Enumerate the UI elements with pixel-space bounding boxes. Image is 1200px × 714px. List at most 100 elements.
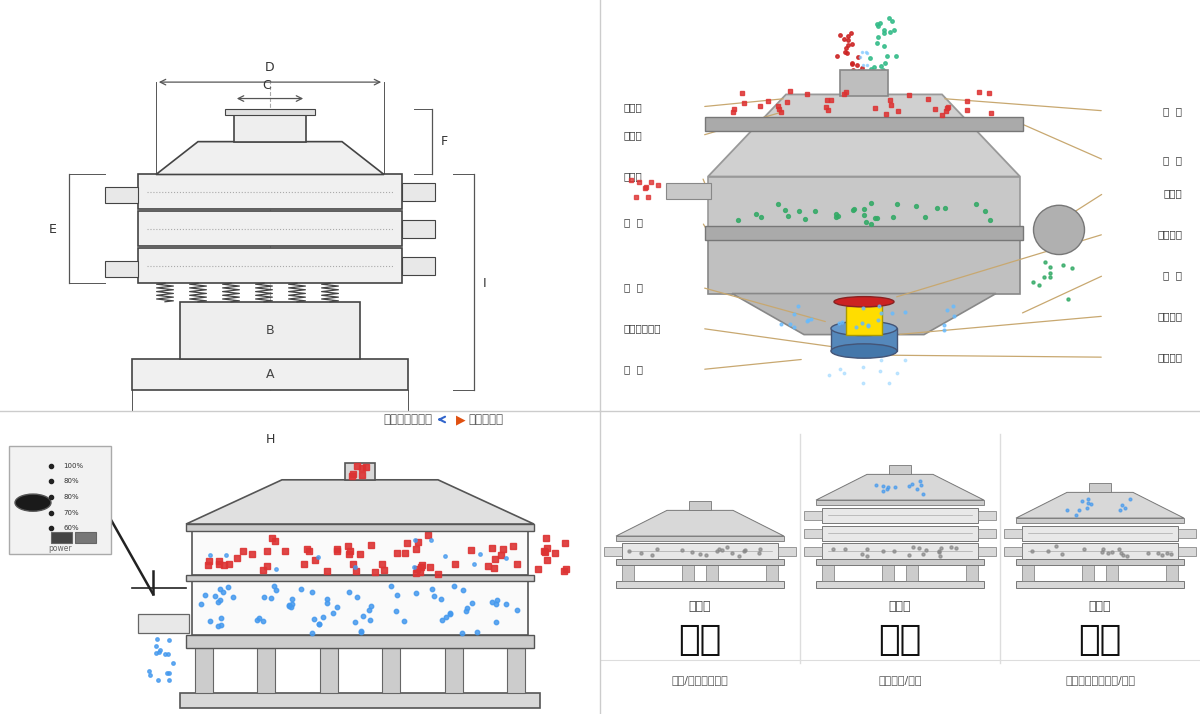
Bar	[966, 565, 978, 581]
Text: 加重块: 加重块	[1163, 188, 1182, 198]
Bar	[822, 565, 834, 581]
Text: ▶: ▶	[456, 413, 466, 426]
Bar	[708, 176, 1020, 234]
Text: 80%: 80%	[64, 494, 79, 500]
Text: D: D	[265, 61, 275, 74]
Bar	[978, 511, 996, 520]
Polygon shape	[1016, 493, 1184, 518]
Bar	[616, 536, 784, 541]
Text: 进料口: 进料口	[624, 101, 643, 112]
Bar	[1106, 565, 1118, 581]
Bar	[1166, 565, 1178, 581]
Bar	[226, 109, 314, 115]
Bar	[1090, 483, 1111, 493]
Bar	[402, 183, 436, 201]
Text: 80%: 80%	[64, 478, 79, 484]
Polygon shape	[616, 511, 784, 536]
Text: 结构示意图: 结构示意图	[468, 413, 503, 426]
Text: 双层式: 双层式	[1088, 600, 1111, 613]
Circle shape	[14, 494, 50, 511]
Bar	[840, 70, 888, 96]
Bar	[822, 508, 978, 523]
Text: A: A	[265, 368, 275, 381]
Text: 除杂: 除杂	[1079, 623, 1122, 657]
Text: 振动电机: 振动电机	[1157, 311, 1182, 321]
Bar	[622, 543, 778, 559]
Bar	[846, 306, 882, 335]
Bar	[1022, 526, 1178, 541]
Bar	[508, 648, 526, 693]
Bar	[138, 211, 402, 246]
Bar	[194, 648, 214, 693]
Text: 束  环: 束 环	[624, 216, 643, 227]
Bar	[816, 500, 984, 506]
Bar	[138, 174, 402, 209]
Text: 三层式: 三层式	[889, 600, 911, 613]
Text: 去除异物/结块: 去除异物/结块	[878, 675, 922, 685]
Bar	[616, 559, 784, 565]
Bar	[257, 648, 276, 693]
Bar	[706, 565, 718, 581]
Bar	[186, 524, 534, 531]
Bar	[138, 614, 188, 633]
Bar	[708, 240, 1020, 293]
Bar	[180, 302, 360, 359]
Bar	[1016, 559, 1184, 565]
Text: 筛  盘: 筛 盘	[1163, 270, 1182, 280]
Bar	[52, 532, 72, 543]
Bar	[706, 226, 1022, 240]
Bar	[1004, 547, 1022, 556]
Text: 下部重锤: 下部重锤	[1157, 352, 1182, 362]
Bar	[822, 526, 978, 541]
Polygon shape	[156, 141, 384, 174]
Text: 过滤: 过滤	[878, 623, 922, 657]
Polygon shape	[708, 94, 1020, 176]
Bar	[74, 532, 96, 543]
Bar	[682, 565, 694, 581]
Text: 运输固定螺栓: 运输固定螺栓	[624, 323, 661, 333]
Text: 弹  簧: 弹 簧	[624, 282, 643, 293]
Text: B: B	[265, 324, 275, 337]
Polygon shape	[186, 480, 534, 524]
Bar	[804, 547, 822, 556]
Bar	[882, 565, 894, 581]
Bar	[346, 463, 374, 480]
Bar	[138, 248, 402, 283]
Ellipse shape	[834, 296, 894, 307]
Bar	[666, 183, 710, 199]
Text: power: power	[48, 543, 72, 553]
Ellipse shape	[1033, 206, 1085, 255]
Bar	[978, 528, 996, 538]
Bar	[192, 581, 528, 635]
Bar	[445, 648, 463, 693]
Text: 单层式: 单层式	[689, 600, 712, 613]
Polygon shape	[816, 474, 984, 500]
Text: 网  架: 网 架	[1163, 155, 1182, 165]
Text: 筛  网: 筛 网	[1163, 106, 1182, 116]
Bar	[706, 117, 1022, 131]
Bar	[186, 635, 534, 648]
Text: F: F	[442, 135, 448, 148]
Text: 颗粒/粉末准确分级: 颗粒/粉末准确分级	[672, 675, 728, 685]
Bar	[889, 466, 911, 474]
Bar	[689, 501, 710, 511]
Bar	[402, 257, 436, 275]
Bar	[1016, 581, 1184, 588]
Bar	[192, 531, 528, 575]
Bar	[319, 648, 338, 693]
Bar	[1178, 547, 1196, 556]
Text: E: E	[49, 223, 58, 236]
Bar	[778, 547, 796, 556]
Bar	[1082, 565, 1094, 581]
Bar	[1178, 528, 1196, 538]
Bar	[10, 446, 110, 554]
Text: 分级: 分级	[678, 623, 721, 657]
Bar	[622, 565, 634, 581]
Text: H: H	[265, 433, 275, 446]
Bar	[402, 220, 436, 238]
Polygon shape	[732, 293, 996, 335]
Ellipse shape	[830, 344, 898, 358]
Text: 70%: 70%	[64, 510, 79, 516]
Bar	[106, 261, 138, 277]
Text: 出料口: 出料口	[624, 171, 643, 181]
